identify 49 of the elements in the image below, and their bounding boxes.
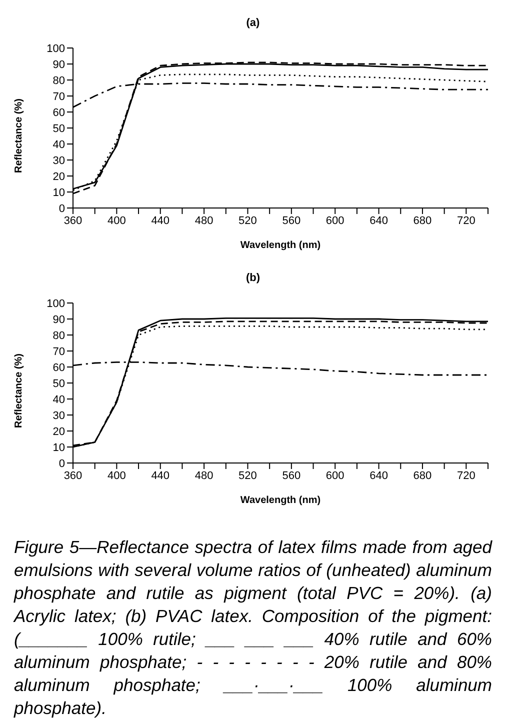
y-tick-label: 100 xyxy=(46,42,65,55)
y-tick-label: 50 xyxy=(52,122,65,135)
x-tick-label: 640 xyxy=(370,470,388,482)
x-axis-title: Wavelength (nm) xyxy=(240,240,321,251)
y-tick-label: 40 xyxy=(52,394,65,406)
x-tick-label: 520 xyxy=(238,214,257,227)
x-tick-label: 680 xyxy=(413,470,432,482)
y-tick-label: 70 xyxy=(52,346,65,358)
y-tick-label: 0 xyxy=(58,458,65,470)
y-tick-label: 90 xyxy=(52,58,65,71)
y-tick-label: 30 xyxy=(52,154,65,167)
y-tick-label: 60 xyxy=(52,362,65,374)
x-tick-label: 360 xyxy=(64,470,82,482)
y-tick-label: 20 xyxy=(52,426,65,438)
y-tick-label: 80 xyxy=(52,74,65,87)
x-tick-label: 680 xyxy=(413,214,432,227)
chart-title: (b) xyxy=(244,271,262,286)
x-tick-label: 600 xyxy=(326,470,344,482)
caption: Figure 5—Reflectance spectra of latex films made from aged emulsions with several volume ratios of (unheated) aluminum phosphate and rutile as pigment (total PVC = 20%). (a) Acrylic latex; (b) PVAC latex. Composition of the pigment: (_______ 100% rutile; ___ ___ ___ 40% rutile and 60% aluminum phosphate; - - - - - - - - 20% rutile and 80% aluminum phosphate; ___·___·___ 100% aluminum phosphate). xyxy=(12,536,494,720)
x-tick-label: 440 xyxy=(151,470,170,482)
x-axis-title: Wavelength (nm) xyxy=(240,495,321,506)
x-tick-label: 720 xyxy=(456,470,476,482)
chart-title: (a) xyxy=(245,16,261,31)
y-tick-label: 40 xyxy=(52,138,65,151)
y-tick-label: 70 xyxy=(52,90,65,103)
x-tick-label: 560 xyxy=(282,214,301,227)
y-tick-label: 50 xyxy=(52,378,65,390)
y-tick-label: 20 xyxy=(52,170,65,183)
y-axis-title: Reflectance (%) xyxy=(14,98,25,173)
y-tick-label: 90 xyxy=(52,314,65,326)
y-tick-label: 10 xyxy=(52,442,65,454)
x-tick-label: 600 xyxy=(326,214,344,227)
y-tick-label: 100 xyxy=(46,298,65,310)
x-tick-label: 480 xyxy=(194,470,214,482)
y-tick-label: 80 xyxy=(52,330,65,342)
x-tick-label: 520 xyxy=(238,470,257,482)
x-tick-label: 560 xyxy=(282,470,301,482)
y-tick-label: 0 xyxy=(58,202,65,215)
x-tick-label: 480 xyxy=(194,214,214,227)
y-tick-label: 60 xyxy=(52,106,65,119)
y-tick-label: 10 xyxy=(52,186,65,199)
y-tick-label: 30 xyxy=(52,410,65,422)
x-tick-label: 400 xyxy=(108,214,126,227)
x-tick-label: 720 xyxy=(456,214,476,227)
x-tick-label: 640 xyxy=(370,214,388,227)
x-tick-label: 400 xyxy=(108,470,126,482)
y-axis-title: Reflectance (%) xyxy=(14,354,25,428)
x-tick-label: 440 xyxy=(151,214,170,227)
x-tick-label: 360 xyxy=(64,214,82,227)
